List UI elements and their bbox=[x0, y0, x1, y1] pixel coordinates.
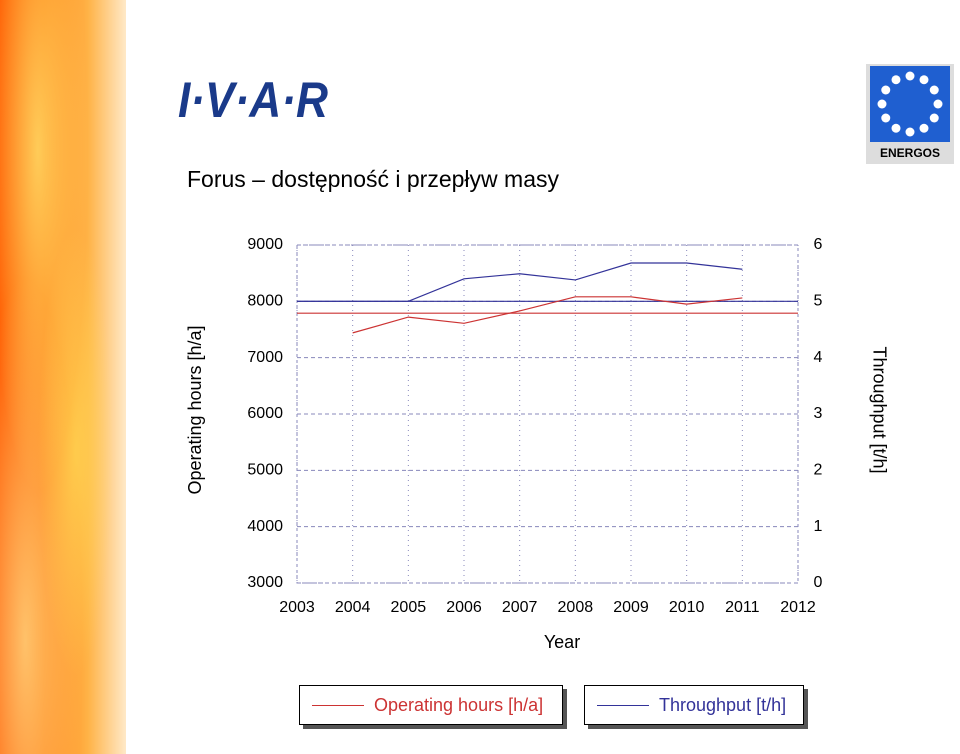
legend-item: Operating hours [h/a] bbox=[299, 685, 563, 725]
logo-dot bbox=[905, 71, 915, 81]
x-tick-label: 2009 bbox=[613, 599, 649, 616]
x-tick-label: 2007 bbox=[502, 599, 538, 616]
y-tick-label: 9000 bbox=[247, 236, 283, 253]
legend-item: Throughput [t/h] bbox=[584, 685, 804, 725]
logo-dot bbox=[891, 75, 901, 85]
y-axis-label: Operating hours [h/a] bbox=[185, 325, 205, 494]
x-tick-label: 2004 bbox=[335, 599, 371, 616]
x-tick-label: 2006 bbox=[446, 599, 482, 616]
y2-tick-label: 2 bbox=[814, 462, 823, 479]
plot-frame bbox=[296, 244, 799, 584]
logo-dot bbox=[881, 85, 891, 95]
x-tick-label: 2003 bbox=[279, 599, 315, 616]
logo-dot bbox=[929, 113, 939, 123]
logo-dot bbox=[877, 99, 887, 109]
legend-label: Operating hours [h/a] bbox=[374, 694, 544, 715]
flame-background bbox=[0, 0, 126, 754]
logo-ivar: I·V·A·R bbox=[178, 72, 328, 128]
y2-tick-label: 5 bbox=[814, 293, 823, 310]
logo-dot bbox=[919, 75, 929, 85]
y-tick-label: 3000 bbox=[247, 574, 283, 591]
logo-text: ENERGOS bbox=[880, 146, 940, 160]
y2-tick-label: 3 bbox=[814, 405, 823, 422]
y2-tick-label: 1 bbox=[814, 518, 823, 535]
y-tick-label: 5000 bbox=[247, 462, 283, 479]
legend-label: Throughput [t/h] bbox=[659, 694, 787, 715]
y2-tick-label: 6 bbox=[814, 236, 823, 253]
logo-energos: ENERGOS bbox=[866, 64, 954, 164]
x-tick-label: 2011 bbox=[725, 599, 760, 616]
legend-swatch bbox=[312, 704, 364, 706]
y-tick-label: 7000 bbox=[247, 349, 283, 366]
series-line bbox=[352, 296, 743, 334]
x-tick-label: 2010 bbox=[669, 599, 705, 616]
logo-dot bbox=[929, 85, 939, 95]
logo-dot bbox=[905, 127, 915, 137]
y2-tick-label: 0 bbox=[814, 574, 823, 591]
y2-tick-label: 4 bbox=[814, 349, 823, 366]
y-tick-label: 8000 bbox=[247, 293, 283, 310]
logo-dot bbox=[933, 99, 943, 109]
logo-dot bbox=[881, 113, 891, 123]
logo-dot bbox=[919, 123, 929, 133]
x-axis-label: Year bbox=[544, 632, 580, 652]
x-tick-label: 2008 bbox=[558, 599, 594, 616]
y-tick-label: 4000 bbox=[247, 518, 283, 535]
y-tick-label: 6000 bbox=[247, 405, 283, 422]
x-tick-label: 2012 bbox=[780, 599, 816, 616]
logo-dot bbox=[891, 123, 901, 133]
chart-title: Forus – dostępność i przepływ masy bbox=[187, 166, 559, 192]
legend-swatch bbox=[597, 704, 649, 706]
x-tick-label: 2005 bbox=[391, 599, 427, 616]
y2-axis-label: Throughput [t/h] bbox=[869, 346, 889, 473]
series-line bbox=[297, 262, 743, 302]
